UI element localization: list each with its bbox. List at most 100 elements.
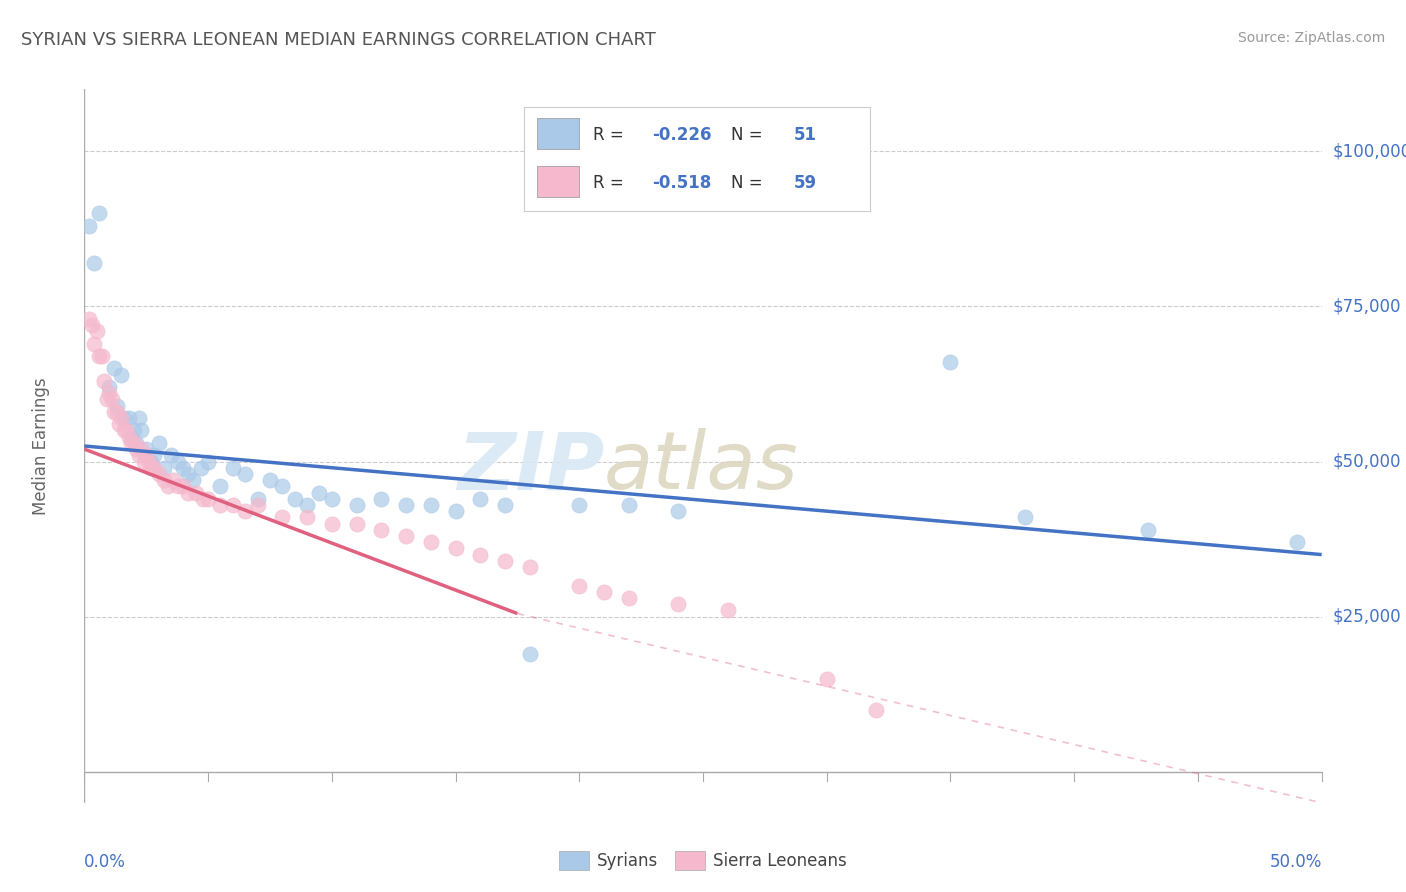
Point [118, 430, 141, 444]
Point [233, 467, 256, 481]
Point [129, 442, 152, 456]
Point [470, 548, 492, 562]
Point [1137, 523, 1160, 537]
Point [125, 436, 148, 450]
Text: ZIP: ZIP [457, 428, 605, 507]
Point [271, 479, 294, 493]
Point [190, 460, 212, 475]
Point [1014, 510, 1036, 524]
Point [222, 460, 245, 475]
Point [105, 399, 128, 413]
Point [177, 467, 200, 481]
Point [395, 529, 418, 543]
Point [98, 386, 121, 401]
Text: $25,000: $25,000 [1333, 607, 1402, 625]
Point [148, 436, 170, 450]
Point [191, 491, 214, 506]
Point [519, 647, 541, 661]
Point [568, 579, 591, 593]
Point [135, 448, 157, 462]
Point [83, 256, 105, 270]
Point [617, 498, 640, 512]
Point [419, 498, 441, 512]
Point [138, 454, 160, 468]
Point [308, 485, 330, 500]
Point [865, 703, 887, 717]
Point [666, 597, 689, 611]
Point [112, 411, 135, 425]
Point [494, 498, 516, 512]
Point [395, 498, 418, 512]
Point [128, 411, 150, 425]
Point [939, 355, 962, 369]
Point [79, 219, 101, 233]
Point [96, 392, 118, 407]
Point [167, 479, 190, 493]
Point [419, 535, 441, 549]
Point [152, 473, 174, 487]
Point [346, 498, 368, 512]
Point [259, 473, 281, 487]
Point [157, 479, 180, 493]
Point [246, 491, 269, 506]
Point [233, 504, 256, 518]
Point [135, 442, 157, 456]
Point [141, 460, 163, 475]
Point [370, 523, 392, 537]
Point [162, 473, 184, 487]
Point [470, 491, 492, 506]
Point [568, 498, 591, 512]
Point [184, 485, 207, 500]
Point [284, 491, 307, 506]
Point [93, 374, 115, 388]
Text: 50.0%: 50.0% [1270, 853, 1322, 871]
Point [494, 554, 516, 568]
Point [197, 454, 219, 468]
Point [83, 336, 105, 351]
Point [666, 504, 689, 518]
Point [815, 672, 838, 686]
Point [152, 460, 174, 475]
Point [370, 491, 392, 506]
Point [167, 454, 190, 468]
Point [209, 479, 232, 493]
Point [209, 498, 232, 512]
Point [172, 479, 194, 493]
Point [112, 424, 135, 438]
Point [295, 510, 318, 524]
Point [321, 491, 343, 506]
Point [717, 603, 740, 617]
Point [271, 510, 294, 524]
Text: $50,000: $50,000 [1333, 452, 1402, 470]
Point [519, 560, 541, 574]
Point [346, 516, 368, 531]
Point [86, 324, 108, 338]
Point [129, 424, 152, 438]
Point [105, 405, 128, 419]
Point [98, 380, 121, 394]
Point [122, 424, 145, 438]
Point [79, 311, 101, 326]
Point [100, 392, 122, 407]
Point [103, 405, 125, 419]
Text: Source: ZipAtlas.com: Source: ZipAtlas.com [1237, 31, 1385, 45]
Point [321, 516, 343, 531]
Point [1285, 535, 1308, 549]
Point [177, 485, 200, 500]
Point [108, 417, 131, 432]
Point [142, 448, 165, 462]
Point [103, 361, 125, 376]
Text: $100,000: $100,000 [1333, 142, 1406, 161]
Point [617, 591, 640, 605]
Point [115, 424, 138, 438]
Point [110, 368, 132, 382]
Point [128, 448, 150, 462]
Point [132, 454, 155, 468]
Point [118, 411, 141, 425]
Point [593, 584, 616, 599]
Text: SYRIAN VS SIERRA LEONEAN MEDIAN EARNINGS CORRELATION CHART: SYRIAN VS SIERRA LEONEAN MEDIAN EARNINGS… [21, 31, 657, 49]
Point [197, 491, 219, 506]
Point [89, 349, 111, 363]
Point [80, 318, 103, 332]
Point [90, 349, 112, 363]
